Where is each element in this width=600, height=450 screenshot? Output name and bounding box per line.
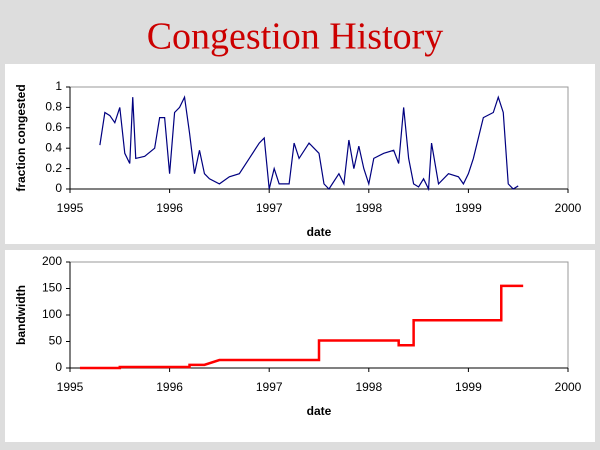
y-tick-label: 0: [55, 181, 62, 195]
chart-area: [5, 250, 595, 442]
y-tick-label: 0: [55, 360, 62, 374]
data-line: [99, 95, 519, 192]
y-axis-label: fraction congested: [14, 84, 28, 191]
x-tick-label: 1997: [256, 380, 283, 394]
y-tick-label: 0.2: [45, 161, 62, 175]
y-tick-label: 0.8: [45, 100, 62, 114]
y-tick-label: 200: [42, 254, 62, 268]
x-tick-label: 1996: [156, 201, 183, 215]
x-tick-label: 1998: [355, 380, 382, 394]
data-line: [79, 284, 524, 370]
x-tick-label: 1995: [57, 380, 84, 394]
y-tick-label: 100: [42, 307, 62, 321]
x-tick-label: 1999: [455, 380, 482, 394]
y-tick-label: 0.4: [45, 140, 62, 154]
y-tick-label: 1: [55, 79, 62, 93]
y-tick-label: 50: [49, 334, 63, 348]
x-tick-label: 1996: [156, 380, 183, 394]
x-axis-label: date: [307, 404, 332, 418]
slide-title: Congestion History: [147, 16, 444, 58]
x-tick-label: 1998: [355, 201, 382, 215]
y-tick-label: 0.6: [45, 120, 62, 134]
x-tick-label: 1995: [57, 201, 84, 215]
y-tick-label: 150: [42, 281, 62, 295]
x-tick-label: 1999: [455, 201, 482, 215]
y-axis-label: bandwidth: [14, 285, 28, 345]
chart-area: [5, 64, 595, 244]
x-tick-label: 2000: [555, 380, 582, 394]
x-axis-label: date: [307, 225, 332, 239]
x-tick-label: 2000: [555, 201, 582, 215]
x-tick-label: 1997: [256, 201, 283, 215]
